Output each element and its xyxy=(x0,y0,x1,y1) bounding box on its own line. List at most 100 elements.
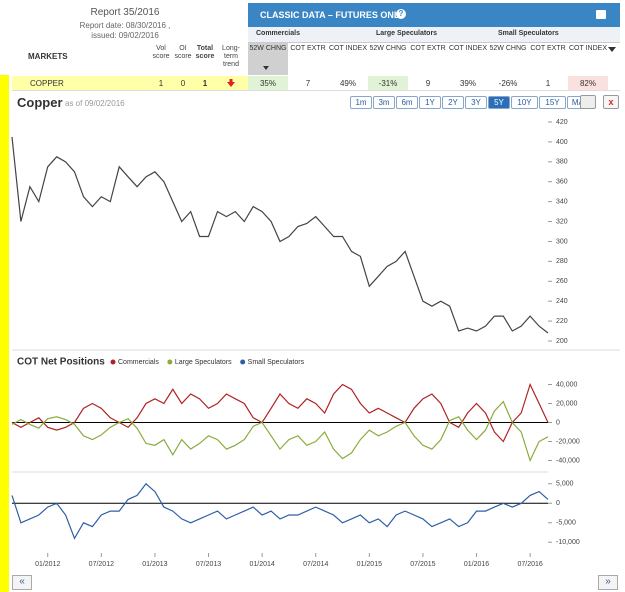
y-tick-label: 0 xyxy=(556,500,560,507)
sort-arrow xyxy=(263,66,269,70)
chart-title: Copper xyxy=(17,95,63,110)
y-tick-label: 240 xyxy=(556,298,568,305)
range-button[interactable]: 2Y xyxy=(442,96,464,109)
x-tick-label: 07/2015 xyxy=(410,561,435,568)
y-tick-label: 200 xyxy=(556,338,568,345)
x-tick-label: 07/2013 xyxy=(196,561,221,568)
print-icon[interactable] xyxy=(596,10,606,19)
y-tick-label: 380 xyxy=(556,159,568,166)
legend-swatch xyxy=(240,359,246,365)
range-button[interactable]: 6m xyxy=(396,96,418,109)
row-highlight xyxy=(12,76,248,90)
group-header: Commercials xyxy=(256,30,300,37)
price-line xyxy=(11,136,549,334)
next-button[interactable]: » xyxy=(598,575,618,590)
score-cell: 0 xyxy=(180,79,186,88)
y-tick-label: 220 xyxy=(556,318,568,325)
print-button[interactable] xyxy=(580,95,596,109)
report-issued: issued: 09/02/2016 xyxy=(91,31,159,40)
y-tick-label: 400 xyxy=(556,139,568,146)
legend-label: Large Speculators xyxy=(175,359,232,366)
x-tick-label: 07/2016 xyxy=(517,561,542,568)
help-icon[interactable]: ? xyxy=(396,9,406,19)
cell-highlight xyxy=(368,76,408,90)
prev-button[interactable]: « xyxy=(12,575,32,590)
data-cell: 1 xyxy=(545,79,551,88)
x-tick-label: 07/2014 xyxy=(303,561,328,568)
row-border xyxy=(12,90,620,91)
cot-title: COT Net Positions xyxy=(17,357,105,368)
y-tick-label: 5,000 xyxy=(556,481,574,488)
group-header: Large Speculators xyxy=(376,30,438,37)
banner: CLASSIC DATA – FUTURES ONLY ? xyxy=(248,3,620,27)
column-header: 52W CHNG xyxy=(369,45,407,52)
series-line xyxy=(11,482,549,540)
arrow-shape xyxy=(227,79,235,87)
column-header: COT EXTR xyxy=(410,45,446,52)
market-name: COPPER xyxy=(30,79,64,88)
cell-highlight xyxy=(248,76,288,90)
dropdown-arrow[interactable] xyxy=(608,47,616,52)
legend-swatch xyxy=(167,359,173,365)
report-title: Report 35/2016 xyxy=(90,7,160,18)
x-tick-label: 01/2012 xyxy=(35,561,60,568)
data-cell: 9 xyxy=(425,79,431,88)
legend-swatch xyxy=(110,359,116,365)
column-header: COT EXTR xyxy=(530,45,566,52)
range-button[interactable]: 15Y xyxy=(539,96,566,109)
column-header: Total score xyxy=(195,45,215,60)
column-header: 52W CHNG xyxy=(249,45,287,52)
markets-label: MARKETS xyxy=(28,52,68,61)
data-cell: 7 xyxy=(305,79,311,88)
x-tick-label: 01/2013 xyxy=(142,561,167,568)
column-header: COT INDEX xyxy=(329,45,367,52)
score-cell: 1 xyxy=(202,79,208,88)
banner-title: CLASSIC DATA – FUTURES ONLY xyxy=(260,10,405,20)
y-tick-label: 320 xyxy=(556,218,568,225)
x-tick-label: 01/2014 xyxy=(249,561,274,568)
column-header: Long-term trend xyxy=(222,45,240,68)
data-cell: 35% xyxy=(259,79,276,88)
y-tick-label: 0 xyxy=(556,419,560,426)
report-date: Report date: 08/30/2016 , xyxy=(79,21,171,30)
column-header: COT INDEX xyxy=(569,45,607,52)
score-cell: 1 xyxy=(158,79,164,88)
range-button[interactable]: 1Y xyxy=(419,96,441,109)
range-button[interactable]: 10Y xyxy=(511,96,538,109)
y-tick-label: 360 xyxy=(556,179,568,186)
close-button[interactable]: x xyxy=(603,95,619,109)
trend-arrow xyxy=(227,79,235,87)
x-tick-label: 01/2015 xyxy=(357,561,382,568)
column-header: COT INDEX xyxy=(449,45,487,52)
y-tick-label: 300 xyxy=(556,238,568,245)
y-tick-label: -5,000 xyxy=(556,520,576,527)
y-tick-label: 280 xyxy=(556,258,568,265)
y-tick-label: 20,000 xyxy=(556,400,578,407)
legend-label: Commercials xyxy=(118,359,159,366)
data-cell: 49% xyxy=(339,79,356,88)
range-button[interactable]: 1m xyxy=(350,96,372,109)
range-button[interactable]: 3m xyxy=(373,96,395,109)
x-tick-label: 07/2012 xyxy=(89,561,114,568)
column-header: OI score xyxy=(174,45,192,60)
column-header: Vol score xyxy=(152,45,170,60)
data-cell: 82% xyxy=(579,79,596,88)
y-tick-label: 40,000 xyxy=(556,381,578,388)
y-tick-label: 420 xyxy=(556,119,568,126)
y-tick-label: -40,000 xyxy=(556,457,580,464)
group-header: Small Speculators xyxy=(498,30,559,37)
range-button[interactable]: 3Y xyxy=(465,96,487,109)
x-tick-label: 01/2016 xyxy=(464,561,489,568)
column-header: 52W CHNG xyxy=(489,45,527,52)
y-tick-label: -10,000 xyxy=(556,539,580,546)
series-line xyxy=(11,382,549,443)
series-line xyxy=(11,400,549,463)
yellow-bar xyxy=(0,75,9,592)
y-tick-label: 340 xyxy=(556,198,568,205)
data-cell: -31% xyxy=(378,79,398,88)
data-cell: 39% xyxy=(459,79,476,88)
range-button[interactable]: 5Y xyxy=(488,96,510,109)
cell-highlight xyxy=(568,76,608,90)
